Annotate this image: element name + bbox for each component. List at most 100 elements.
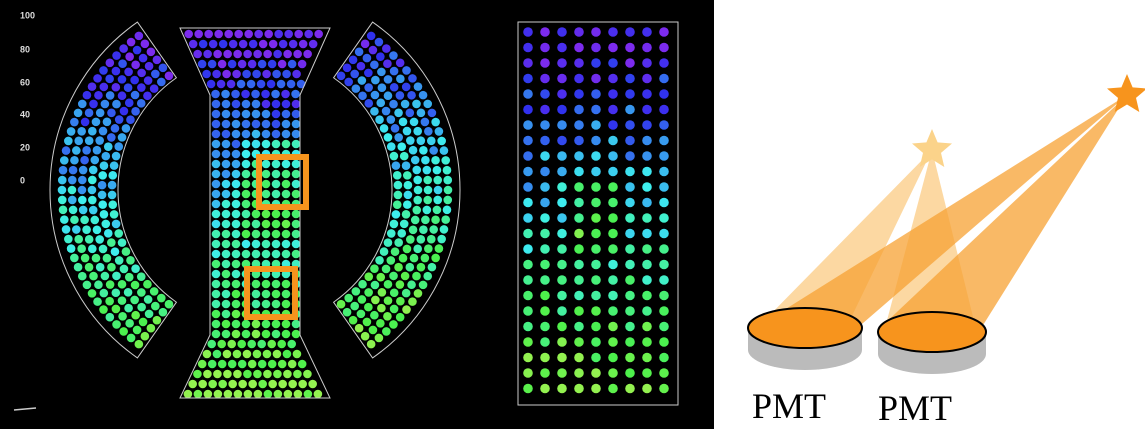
pmt-hit — [574, 352, 584, 363]
pmt-hit — [368, 45, 378, 55]
scale: 100 80 60 40 20 0 — [20, 10, 35, 185]
pmt-hit — [252, 349, 262, 359]
pmt-hit — [105, 74, 114, 84]
pmt-hit — [218, 39, 228, 49]
pmt-hit — [202, 349, 212, 359]
pmt-hit — [443, 185, 453, 195]
pmt-hit — [642, 337, 652, 347]
pmt-hit — [221, 329, 231, 339]
pmt-hit — [268, 39, 278, 49]
pmt-hit — [271, 159, 281, 169]
pmt-hit — [211, 129, 221, 139]
pmt-hit — [364, 302, 373, 312]
pmt-hit — [251, 319, 261, 329]
pmt-hit — [110, 247, 120, 256]
pmt-hit — [202, 69, 211, 79]
pmt-hit — [211, 319, 221, 329]
pmt-hit — [221, 199, 231, 209]
pmt-hit — [557, 197, 567, 208]
pmt-hit — [354, 323, 364, 333]
pmt-hit — [416, 108, 426, 118]
pmt-hit — [281, 99, 291, 109]
pmt-hit — [231, 129, 241, 139]
pmt-hit — [288, 379, 297, 389]
pmt-hit — [84, 108, 94, 118]
pmt-hit — [271, 189, 281, 199]
pmt-hit — [401, 288, 411, 298]
pmt-hit — [405, 262, 415, 272]
pmt-hit — [591, 120, 601, 130]
pmt-hit — [68, 205, 78, 215]
pmt-hit — [111, 66, 121, 76]
pmt-hit — [608, 42, 618, 53]
pmt-hit — [642, 166, 652, 177]
pmt-hit — [433, 195, 443, 205]
pmt-hit — [231, 229, 241, 239]
pmt-hit — [98, 126, 108, 136]
pmt-hit — [608, 337, 618, 347]
pmt-hit — [271, 119, 281, 129]
pmt-hit — [557, 228, 567, 239]
pmt-hit — [183, 389, 193, 399]
pmt-hit — [591, 290, 601, 301]
pmt-hit — [368, 325, 378, 335]
pmt-hit — [253, 369, 262, 379]
pmt-hit — [608, 135, 618, 146]
pmt-hit — [291, 329, 301, 339]
pmt-hit — [395, 91, 405, 100]
pmt-hit — [231, 149, 241, 159]
pmt-hit — [574, 275, 584, 285]
pmt-hit — [227, 359, 237, 369]
pmt-hit — [59, 215, 69, 224]
pmt-hit — [642, 228, 652, 239]
pmt-hit — [217, 359, 227, 369]
pmt-hit — [523, 337, 533, 347]
axis-icon — [13, 407, 37, 411]
pmt-hit — [399, 219, 409, 229]
pmt-hit — [221, 299, 231, 309]
pmt-hit — [540, 27, 550, 37]
pmt-hit — [574, 337, 584, 347]
pmt-hit — [241, 149, 251, 159]
pmt-hit — [82, 90, 92, 100]
pmt-hit — [642, 383, 652, 394]
pmt-hit — [221, 119, 231, 129]
pmt-hit — [291, 169, 301, 179]
pmt-hit — [642, 290, 652, 301]
pmt-hit — [236, 79, 246, 89]
pmt-hit — [227, 59, 237, 69]
pmt-hit — [389, 151, 399, 161]
pmt-hit — [137, 302, 146, 312]
pmt-hit — [241, 329, 251, 339]
pmt-hit — [443, 195, 453, 205]
pmt-hit — [105, 58, 115, 68]
pmt-hit — [574, 135, 584, 146]
pmt-hit — [375, 115, 384, 125]
pmt-hit — [370, 264, 379, 273]
pmt-hit — [370, 107, 379, 116]
pmt-hit — [221, 169, 231, 179]
pmt-hit — [386, 115, 396, 124]
pmt-hit — [419, 146, 428, 155]
pmt-hit — [348, 315, 358, 325]
pmt-hit — [659, 151, 669, 161]
pmt-hit — [659, 275, 669, 285]
pmt-hit — [293, 49, 302, 59]
pmt-hit — [237, 359, 247, 369]
pmt-hit — [158, 307, 168, 317]
pmt-hit — [291, 239, 301, 249]
pmt-hit — [68, 165, 78, 175]
pmt-hit — [408, 297, 417, 306]
pmt-hit — [291, 109, 301, 119]
pmt-hit — [433, 185, 443, 195]
pmt-hit — [540, 120, 550, 130]
pmt-hit — [374, 37, 384, 47]
pmt-hit — [642, 89, 652, 99]
pmt-hit — [523, 275, 533, 285]
pmt-hit — [221, 259, 231, 269]
pmt-hit — [95, 262, 105, 272]
pmt-hit — [608, 120, 618, 130]
light-cone — [765, 95, 1127, 330]
pmt-hit — [386, 142, 396, 151]
pmt-hit — [93, 74, 102, 83]
